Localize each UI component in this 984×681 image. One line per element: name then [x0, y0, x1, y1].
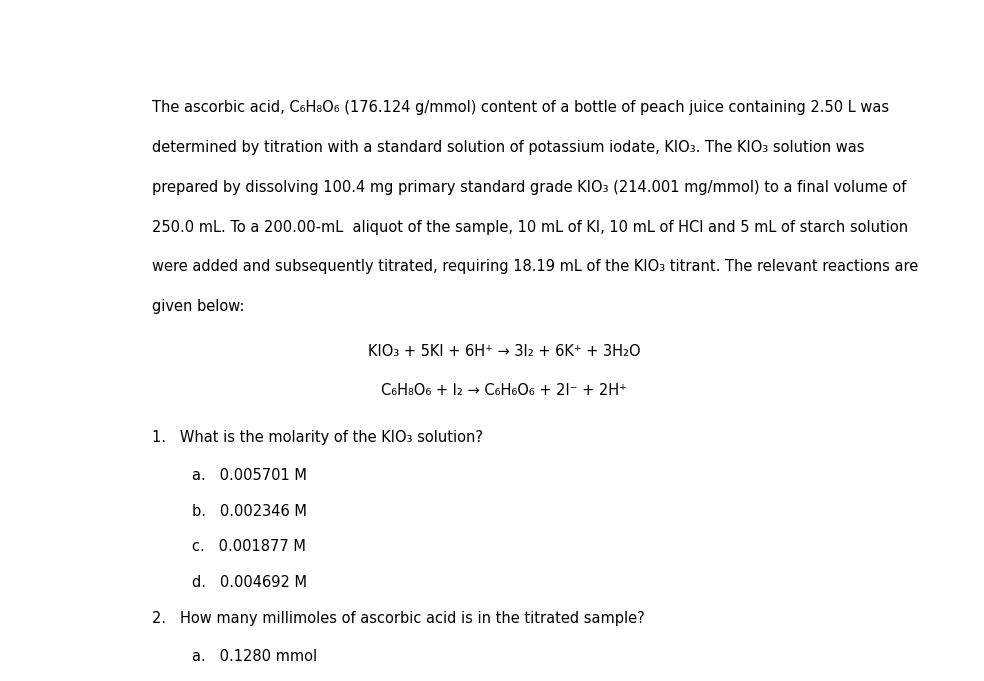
Text: determined by titration with a standard solution of potassium iodate, KIO₃. The : determined by titration with a standard …	[152, 140, 865, 155]
Text: 2.   How many millimoles of ascorbic acid is in the titrated sample?: 2. How many millimoles of ascorbic acid …	[152, 611, 645, 626]
Text: The ascorbic acid, C₆H₈O₆ (176.124 g/mmol) content of a bottle of peach juice co: The ascorbic acid, C₆H₈O₆ (176.124 g/mmo…	[152, 100, 890, 115]
Text: given below:: given below:	[152, 300, 244, 315]
Text: 250.0 mL. To a 200.00-mL  aliquot of the sample, 10 mL of KI, 10 mL of HCl and 5: 250.0 mL. To a 200.00-mL aliquot of the …	[152, 220, 908, 235]
Text: C₆H₈O₆ + I₂ → C₆H₆O₆ + 2I⁻ + 2H⁺: C₆H₈O₆ + I₂ → C₆H₆O₆ + 2I⁻ + 2H⁺	[382, 383, 627, 398]
Text: prepared by dissolving 100.4 mg primary standard grade KIO₃ (214.001 mg/mmol) to: prepared by dissolving 100.4 mg primary …	[152, 180, 906, 195]
Text: KIO₃ + 5KI + 6H⁺ → 3I₂ + 6K⁺ + 3H₂O: KIO₃ + 5KI + 6H⁺ → 3I₂ + 6K⁺ + 3H₂O	[368, 345, 641, 360]
Text: a.   0.1280 mmol: a. 0.1280 mmol	[192, 649, 317, 664]
Text: 1.   What is the molarity of the KIO₃ solution?: 1. What is the molarity of the KIO₃ solu…	[152, 430, 483, 445]
Text: were added and subsequently titrated, requiring 18.19 mL of the KIO₃ titrant. Th: were added and subsequently titrated, re…	[152, 259, 918, 274]
Text: d.   0.004692 M: d. 0.004692 M	[192, 575, 307, 590]
Text: c.   0.001877 M: c. 0.001877 M	[192, 539, 305, 554]
Text: b.   0.002346 M: b. 0.002346 M	[192, 504, 306, 519]
Text: a.   0.005701 M: a. 0.005701 M	[192, 468, 306, 484]
